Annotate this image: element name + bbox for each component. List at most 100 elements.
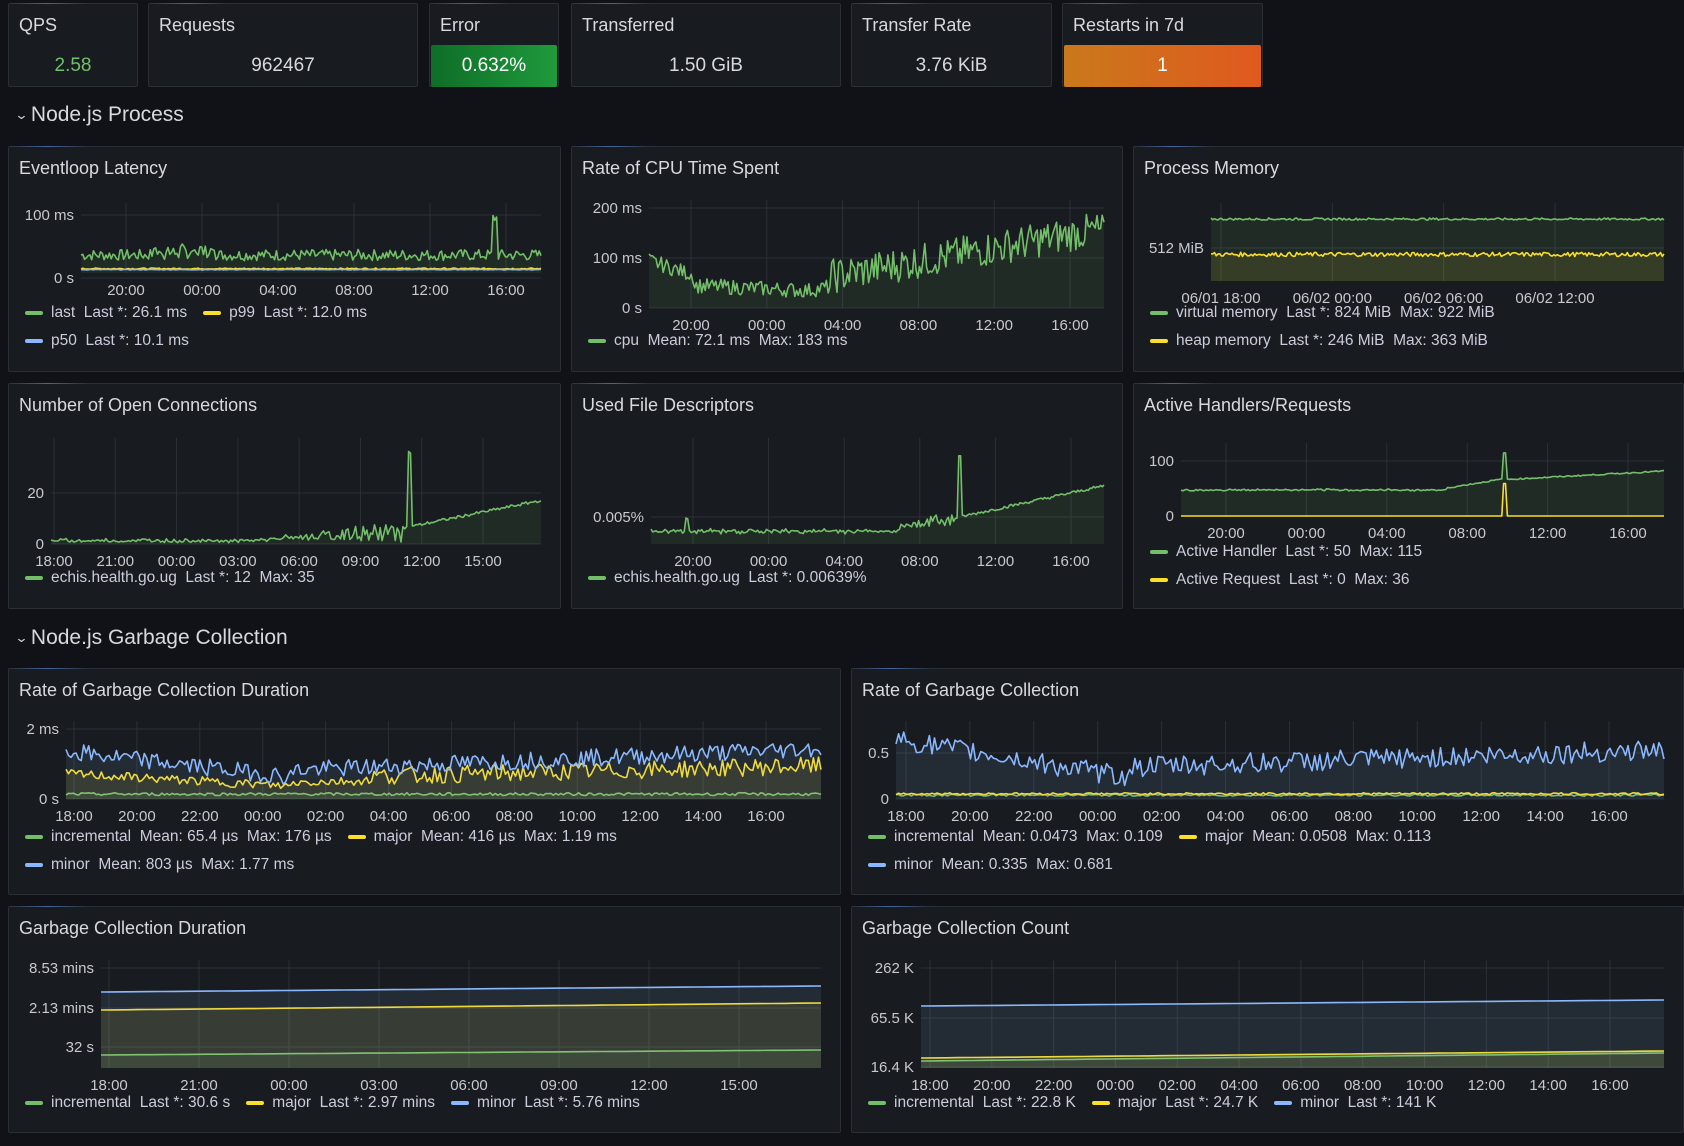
stat-panel-transferred[interactable]: Transferred 1.50 GiB <box>571 3 841 87</box>
x-tick-label: 15:00 <box>464 553 502 570</box>
x-tick-label: 02:00 <box>307 808 345 825</box>
timeseries-chart[interactable]: 512 MiB 06/01 18:00 06/02 00:00 06/02 06:00… <box>1134 147 1684 373</box>
x-tick-label: 14:00 <box>684 808 722 825</box>
y-tick-label: 8.53 mins <box>29 960 94 977</box>
legend-label: p50 Last *: 10.1 ms <box>51 332 189 349</box>
legend-row: echis.health.go.ug Last *: 0.00639% <box>588 569 867 587</box>
series-line-green <box>1180 452 1665 492</box>
panel-cpu-time[interactable]: Rate of CPU Time Spent 200 ms 100 ms 0 s 20:… <box>571 146 1123 372</box>
panel-active-handlers[interactable]: Active Handlers/Requests 100 0 20:00 00:00 04… <box>1133 383 1684 609</box>
legend-row: cpu Mean: 72.1 ms Max: 183 ms <box>588 332 847 350</box>
series-area-yellow <box>1211 252 1664 281</box>
x-tick-label: 00:00 <box>1097 1077 1135 1094</box>
series-line-green <box>920 1052 1665 1062</box>
timeseries-chart[interactable]: 262 K 65.5 K 16.4 K18:00 20:00 22:00 00:00 02:… <box>852 907 1684 1134</box>
panel-eventloop-latency[interactable]: Eventloop Latency 100 ms 0 s 20:00 00:00 04:0… <box>8 146 561 372</box>
timeseries-chart[interactable]: 8.53 mins 2.13 mins 32 s 18:00 21:00 00:00 03:… <box>9 907 842 1134</box>
timeseries-chart[interactable]: 20 018:00 21:00 00:00 03:00 06:00 09:00 12:00 15… <box>9 384 562 610</box>
stat-panel-transfer-rate[interactable]: Transfer Rate 3.76 KiB <box>851 3 1052 87</box>
legend-item[interactable]: minor Mean: 0.335 Max: 0.681 <box>868 856 1113 874</box>
series-line-yellow <box>80 267 542 271</box>
series-line-yellow <box>1181 482 1664 517</box>
legend-swatch <box>25 863 43 867</box>
legend-item[interactable]: cpu Mean: 72.1 ms Max: 183 ms <box>588 332 847 350</box>
legend-swatch <box>1178 835 1197 839</box>
timeseries-chart[interactable]: 0.5 018:00 20:00 22:00 00:00 02:00 04:00 06:00 0… <box>852 669 1684 896</box>
x-tick-label: 09:00 <box>540 1077 578 1094</box>
legend-item[interactable]: p99 Last *: 12.0 ms <box>203 304 367 322</box>
x-tick-label: 12:00 <box>621 808 659 825</box>
legend-item[interactable]: incremental Last *: 30.6 s <box>25 1094 230 1112</box>
legend-item[interactable]: heap memory Last *: 246 MiB Max: 363 MiB <box>1150 332 1488 350</box>
x-tick-label: 06:00 <box>1282 1077 1320 1094</box>
legend-item[interactable]: incremental Mean: 0.0473 Max: 0.109 <box>868 828 1163 846</box>
legend-item[interactable]: Active Handler Last *: 50 Max: 115 <box>1150 543 1422 561</box>
x-tick-label: 12:00 <box>403 553 441 570</box>
panel-title: Transferred <box>582 15 675 35</box>
series-line-yellow <box>895 791 1665 796</box>
x-tick-label: 08:00 <box>1448 525 1486 542</box>
chevron-down-icon: ⌄ <box>14 630 29 645</box>
legend-item[interactable]: echis.health.go.ug Last *: 0.00639% <box>588 569 867 587</box>
legend-row: minor Mean: 803 µs Max: 1.77 ms <box>25 856 294 874</box>
panel-file-descriptors[interactable]: Used File Descriptors 0.005% 20:00 00:00 04:… <box>571 383 1123 609</box>
legend-item[interactable]: incremental Mean: 65.4 µs Max: 176 µs <box>25 828 332 846</box>
legend-item[interactable]: incremental Last *: 22.8 K <box>868 1094 1076 1112</box>
x-tick-label: 06/02 00:00 <box>1293 290 1372 307</box>
legend-label: virtual memory Last *: 824 MiB Max: 922 … <box>1176 304 1495 321</box>
legend-item[interactable]: Active Request Last *: 0 Max: 36 <box>1150 571 1409 589</box>
legend-item[interactable]: minor Mean: 803 µs Max: 1.77 ms <box>25 856 294 874</box>
y-tick-label: 512 MiB <box>1149 240 1204 257</box>
panel-gc-rate[interactable]: Rate of Garbage Collection 0.5 0 18:00 20:00… <box>851 668 1684 895</box>
stat-panel-restarts[interactable]: Restarts in 7d 1 <box>1062 3 1263 87</box>
x-tick-label: 22:00 <box>181 808 219 825</box>
x-tick-label: 18:00 <box>887 808 925 825</box>
panel-gc-count[interactable]: Garbage Collection Count 262 K 65.5 K 16.4 … <box>851 906 1684 1133</box>
panel-gc-duration-rate[interactable]: Rate of Garbage Collection Duration 2 ms 0… <box>8 668 841 895</box>
timeseries-chart[interactable]: 100 0 20:00 00:00 04:00 08:00 12:00 16:00 <box>1134 384 1684 610</box>
panel-open-connections[interactable]: Number of Open Connections 20 0 18:00 21:00 0… <box>8 383 561 609</box>
legend-swatch <box>347 835 366 839</box>
legend-item[interactable]: last Last *: 26.1 ms <box>25 304 187 322</box>
panel-process-memory[interactable]: Process Memory 512 MiB 06/01 18:00 06/02 00… <box>1133 146 1684 372</box>
panel-title: Used File Descriptors <box>582 395 755 415</box>
legend-item[interactable]: major Mean: 0.0508 Max: 0.113 <box>1178 828 1432 846</box>
panel-gc-duration[interactable]: Garbage Collection Duration 8.53 mins 2.13… <box>8 906 841 1133</box>
stat-panel-requests[interactable]: Requests 962467 <box>148 3 418 87</box>
legend-row: incremental Mean: 0.0473 Max: 0.109 major… <box>868 828 1431 846</box>
timeseries-chart[interactable]: 200 ms 100 ms 0 s 20:00 00:00 04:00 08:00 12:00… <box>572 147 1124 373</box>
legend-row: incremental Mean: 65.4 µs Max: 176 µs maj… <box>25 828 617 846</box>
legend-row: Active Request Last *: 0 Max: 36 <box>1150 571 1409 589</box>
legend-swatch <box>868 863 886 867</box>
stat-panel-error[interactable]: Error 0.632% <box>429 3 559 87</box>
stat-panel-qps[interactable]: QPS 2.58 <box>8 3 138 87</box>
timeseries-chart[interactable]: 100 ms 0 s 20:00 00:00 04:00 08:00 12:00 16:00 <box>9 147 562 373</box>
legend-item[interactable]: virtual memory Last *: 824 MiB Max: 922 … <box>1150 304 1495 322</box>
chart-grid <box>101 960 821 1068</box>
series-line-blue <box>65 743 822 785</box>
legend-item[interactable]: major Mean: 416 µs Max: 1.19 ms <box>347 828 617 846</box>
legend-item[interactable]: echis.health.go.ug Last *: 12 Max: 35 <box>25 569 315 587</box>
legend-label: echis.health.go.ug Last *: 0.00639% <box>614 569 867 586</box>
x-tick-label: 22:00 <box>1015 808 1053 825</box>
x-tick-label: 04:00 <box>824 317 862 334</box>
legend-item[interactable]: minor Last *: 141 K <box>1274 1094 1436 1112</box>
x-tick-label: 00:00 <box>244 808 282 825</box>
legend-item[interactable]: p50 Last *: 10.1 ms <box>25 332 189 350</box>
timeseries-chart[interactable]: 0.005% 20:00 00:00 04:00 08:00 12:00 16:00 <box>572 384 1124 610</box>
legend-row: minor Mean: 0.335 Max: 0.681 <box>868 856 1113 874</box>
x-tick-label: 00:00 <box>1288 525 1326 542</box>
x-tick-label: 16:00 <box>1590 808 1628 825</box>
x-tick-label: 06:00 <box>433 808 471 825</box>
legend-item[interactable]: minor Last *: 5.76 mins <box>451 1094 640 1112</box>
legend-item[interactable]: major Last *: 24.7 K <box>1091 1094 1258 1112</box>
legend-row: heap memory Last *: 246 MiB Max: 363 MiB <box>1150 332 1488 350</box>
timeseries-chart[interactable]: 2 ms 0 s18:00 20:00 22:00 00:00 02:00 04:00 06:… <box>9 669 842 896</box>
row-header-nodejs-process[interactable]: ⌄ Node.js Process <box>14 103 183 127</box>
row-header-nodejs-gc[interactable]: ⌄ Node.js Garbage Collection <box>14 626 287 650</box>
legend-label: major Mean: 0.0508 Max: 0.113 <box>1204 828 1432 845</box>
legend-swatch <box>1274 1101 1293 1105</box>
series-line-green <box>648 213 1105 298</box>
legend-item[interactable]: major Last *: 2.97 mins <box>246 1094 435 1112</box>
x-tick-label: 20:00 <box>951 808 989 825</box>
